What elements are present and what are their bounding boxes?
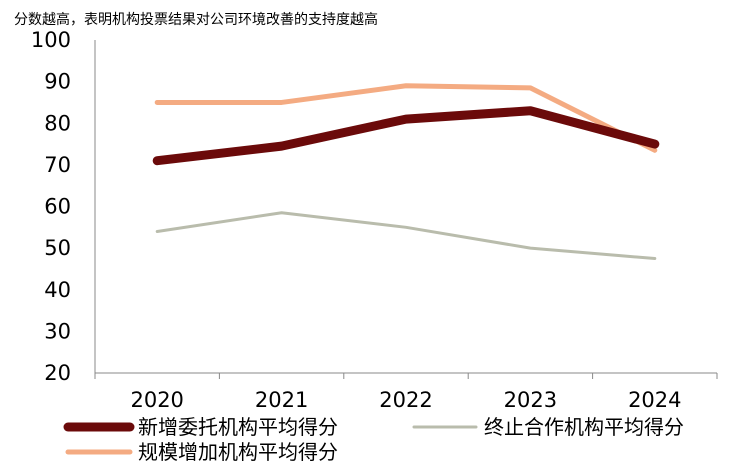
x-tick-label: 2021 xyxy=(255,388,308,412)
y-tick-label: 30 xyxy=(44,319,71,343)
x-axis-ticks: 2020 2021 2022 2023 2024 xyxy=(130,388,681,412)
x-tick-label: 2023 xyxy=(504,388,557,412)
x-tick-label: 2020 xyxy=(130,388,183,412)
legend-label-1: 新增委托机构平均得分 xyxy=(138,415,338,439)
y-tick-label: 90 xyxy=(44,70,71,94)
chart-subtitle: 分数越高，表明机构投票结果对公司环境改善的支持度越高 xyxy=(14,11,378,28)
legend-label-3: 规模增加机构平均得分 xyxy=(138,440,338,464)
y-tick-label: 60 xyxy=(44,195,71,219)
y-tick-label: 20 xyxy=(44,361,71,385)
y-tick-label: 40 xyxy=(44,278,71,302)
y-tick-label: 100 xyxy=(31,28,71,52)
y-tick-label: 50 xyxy=(44,236,71,260)
x-tick-label: 2022 xyxy=(379,388,432,412)
legend-label-2: 终止合作机构平均得分 xyxy=(484,415,684,439)
series-line-2 xyxy=(155,211,657,261)
y-tick-label: 70 xyxy=(44,153,71,177)
y-tick-label: 80 xyxy=(44,111,71,135)
series-line-3 xyxy=(154,83,658,153)
series-lines xyxy=(152,83,660,261)
axes xyxy=(94,40,718,379)
y-axis-ticks: 20 30 40 50 60 70 80 90 100 xyxy=(31,28,71,385)
series-line-1 xyxy=(152,106,660,166)
x-tick-label: 2024 xyxy=(628,388,681,412)
